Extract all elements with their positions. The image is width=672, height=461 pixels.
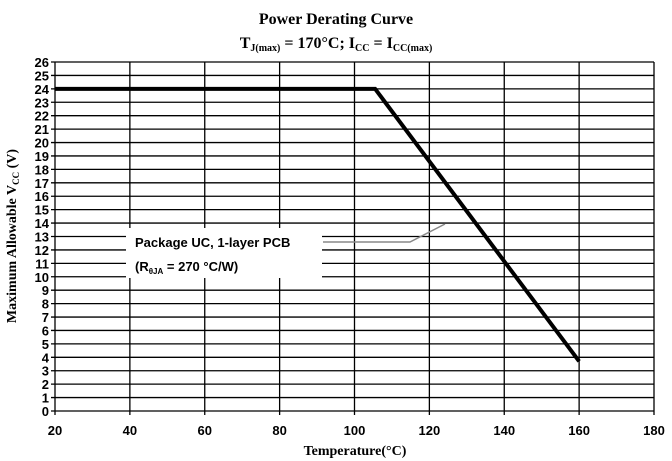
annotation-box <box>126 228 322 278</box>
y-tick-label: 1 <box>42 391 49 406</box>
y-tick-label: 4 <box>42 350 50 365</box>
y-tick-label: 2 <box>42 377 49 392</box>
y-tick-label: 5 <box>42 337 49 352</box>
chart-title: Power Derating Curve <box>259 11 413 28</box>
y-tick-label: 19 <box>35 149 49 164</box>
chart-subtitle: TJ(max) = 170°C; ICC = ICC(max) <box>240 35 433 54</box>
y-tick-label: 8 <box>42 297 49 312</box>
y-tick-label: 6 <box>42 323 49 338</box>
y-tick-label: 0 <box>42 404 49 419</box>
x-tick-label: 20 <box>48 423 62 438</box>
y-tick-label: 18 <box>35 162 49 177</box>
annotation-line2: (RθJA = 270 °C/W) <box>135 259 238 276</box>
x-tick-label: 100 <box>344 423 366 438</box>
y-tick-label: 11 <box>35 256 49 271</box>
y-axis-label: Maximum Allowable VCC (V) <box>5 149 21 323</box>
x-tick-label: 160 <box>568 423 590 438</box>
annotation-line2_pre: (R <box>135 259 149 274</box>
annotation-line1: Package UC, 1-layer PCB <box>135 235 290 250</box>
y-tick-label: 14 <box>35 216 50 231</box>
y-tick-label: 20 <box>35 136 49 151</box>
y-tick-label: 9 <box>42 283 49 298</box>
y-tick-label: 3 <box>42 364 49 379</box>
x-axis-label: Temperature(°C) <box>304 444 407 459</box>
y-tick-label: 17 <box>35 176 49 191</box>
annotation-line2_sub: θJA <box>149 267 164 276</box>
x-tick-label: 140 <box>493 423 515 438</box>
y-tick-label: 16 <box>35 189 49 204</box>
y-tick-label: 23 <box>35 95 49 110</box>
y-tick-label: 21 <box>35 122 49 137</box>
y-tick-label: 12 <box>35 243 49 258</box>
x-tick-label: 60 <box>198 423 212 438</box>
x-tick-label: 180 <box>643 423 665 438</box>
y-tick-label: 15 <box>35 203 49 218</box>
x-tick-label: 40 <box>123 423 137 438</box>
x-tick-label: 120 <box>419 423 441 438</box>
y-tick-label: 7 <box>42 310 49 325</box>
y-tick-label: 10 <box>35 270 49 285</box>
x-tick-label: 80 <box>272 423 286 438</box>
annotation-line2_post: = 270 °C/W) <box>163 259 238 274</box>
annotation-leader-line <box>323 223 446 243</box>
y-tick-label: 22 <box>35 109 49 124</box>
y-tick-label: 25 <box>35 68 49 83</box>
y-tick-label: 24 <box>35 82 50 97</box>
y-tick-label: 13 <box>35 230 49 245</box>
y-tick-label: 26 <box>35 55 49 70</box>
